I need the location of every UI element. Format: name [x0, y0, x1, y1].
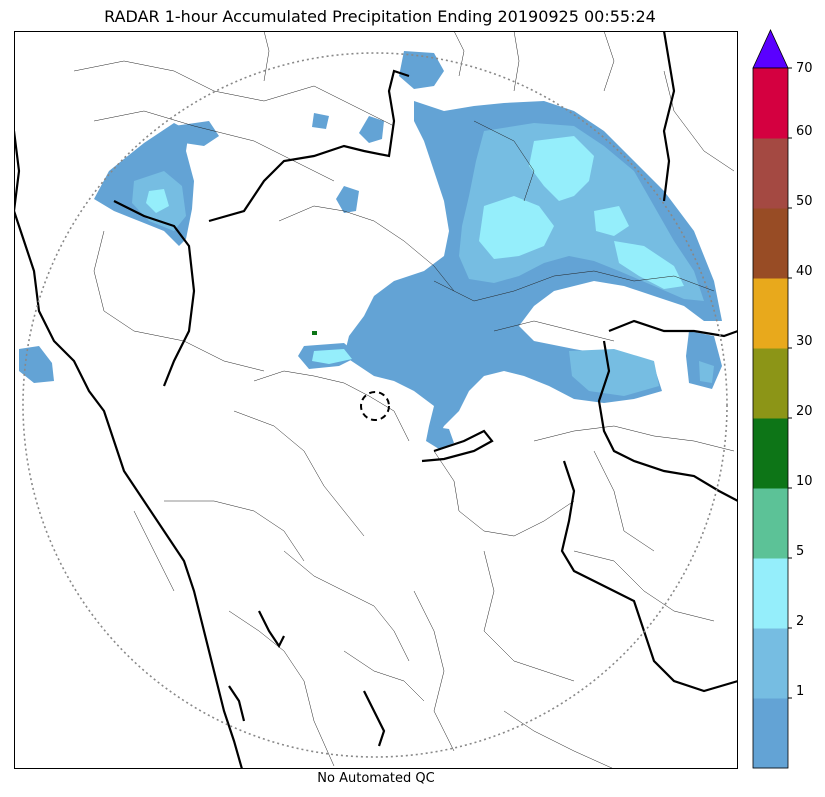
colorbar-extend-arrow	[752, 29, 789, 69]
map-title: RADAR 1-hour Accumulated Precipitation E…	[104, 7, 656, 26]
coastline	[14, 31, 738, 769]
colorbar-tick-label: 1	[796, 684, 804, 699]
qc-caption: No Automated QC	[317, 771, 435, 786]
colorbar-level-2	[753, 558, 788, 629]
precip-speck	[312, 331, 317, 335]
colorbar-level-7	[753, 208, 788, 279]
radar-range-ring	[22, 52, 728, 758]
colorbar-border	[752, 67, 789, 769]
colorbar-level-5	[753, 348, 788, 419]
colorbar-top-label: 70	[796, 61, 813, 76]
colorbar-tick-label: 10	[796, 474, 813, 489]
colorbar-level-3	[753, 488, 788, 559]
colorbar: 1 2 5 10 20 30 40 50 60 70	[752, 29, 813, 769]
colorbar-level-4	[753, 418, 788, 489]
colorbar-tick-label: 2	[796, 614, 804, 629]
colorbar-tick-label: 30	[796, 334, 813, 349]
colorbar-tick-label: 50	[796, 194, 813, 209]
radar-map	[14, 31, 738, 769]
colorbar-tick-label: 5	[796, 544, 804, 559]
district-boundaries	[73, 31, 735, 769]
colorbar-tick-label: 60	[796, 124, 813, 139]
colorbar-level-6	[753, 278, 788, 349]
colorbar-level-8	[753, 138, 788, 209]
colorbar-level-9	[753, 68, 788, 139]
radar-site-marker	[360, 391, 390, 421]
colorbar-tick-label: 40	[796, 264, 813, 279]
colorbar-level-0	[753, 698, 788, 769]
colorbar-tick-label: 20	[796, 404, 813, 419]
colorbar-level-1	[753, 628, 788, 699]
